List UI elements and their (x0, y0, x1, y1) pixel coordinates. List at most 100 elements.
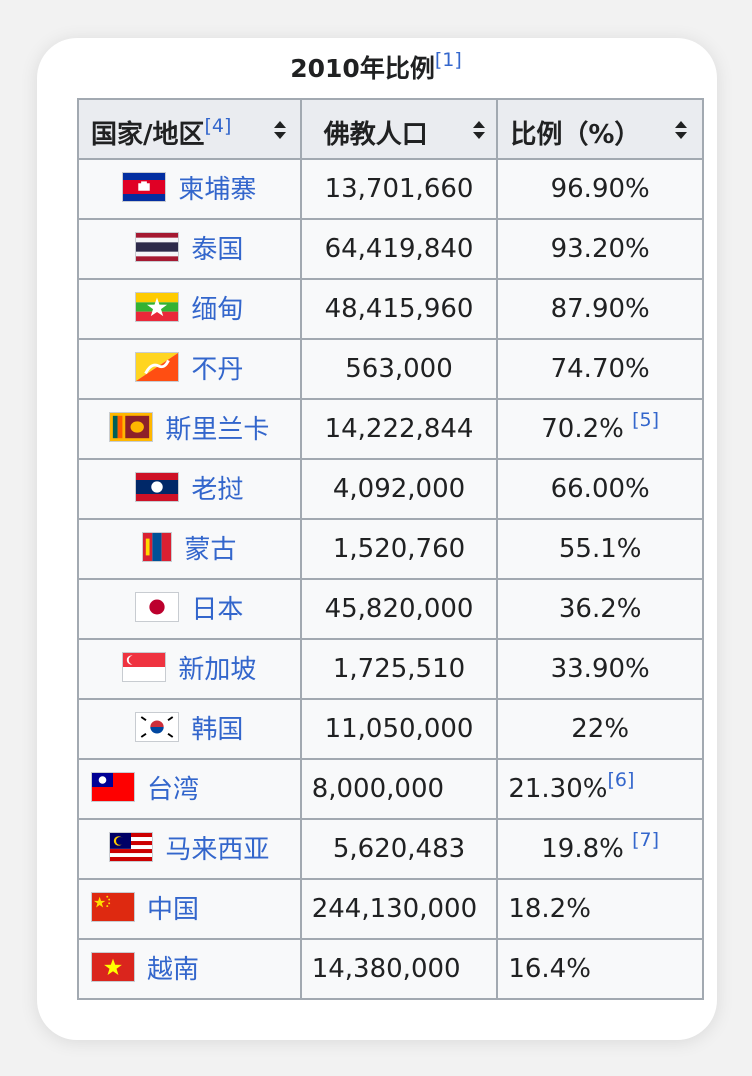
country-link[interactable]: 越南 (147, 954, 200, 985)
percent-cell: 87.90% (496, 278, 704, 340)
percent-value: 36.2% (558, 594, 642, 624)
country-cell: 日本 (77, 578, 302, 640)
country-cell: 台湾 (77, 758, 302, 820)
header-country-ref-link[interactable]: [4] (204, 115, 232, 137)
table-row: 越南 14,380,000 16.4% (77, 938, 704, 1000)
country-cell: 马来西亚 (77, 818, 302, 880)
country-cell: 蒙古 (77, 518, 302, 580)
country-cell: 韩国 (77, 698, 302, 760)
population-cell: 244,130,000 (299, 878, 499, 940)
sort-icon[interactable] (472, 120, 486, 140)
percent-value: 33.90% (550, 654, 650, 684)
country-cell: 中国 (77, 878, 302, 940)
table-row: 中国 244,130,000 18.2% (77, 878, 704, 940)
country-link[interactable]: 韩国 (191, 714, 244, 745)
table-row: 新加坡 1,725,510 33.90% (77, 638, 704, 700)
country-link[interactable]: 老挝 (191, 474, 244, 505)
percent-value: 96.90% (550, 174, 650, 204)
population-cell: 4,092,000 (299, 458, 499, 520)
percent-cell: 36.2% (496, 578, 704, 640)
population-cell: 563,000 (299, 338, 499, 400)
percent-cell: 22% (496, 698, 704, 760)
population-cell: 5,620,483 (299, 818, 499, 880)
population-cell: 13,701,660 (299, 158, 499, 220)
percent-cell: 19.8% [7] (496, 818, 704, 880)
header-percent[interactable]: 比例（%） (496, 98, 704, 160)
table-row: 老挝 4,092,000 66.00% (77, 458, 704, 520)
country-link[interactable]: 蒙古 (184, 534, 237, 565)
percent-ref-link[interactable]: [6] (607, 769, 635, 791)
table-row: 韩国 11,050,000 22% (77, 698, 704, 760)
percent-cell: 55.1% (496, 518, 704, 580)
singapore-flag-icon (122, 652, 167, 683)
cambodia-flag-icon (122, 172, 167, 203)
country-link[interactable]: 马来西亚 (165, 834, 270, 865)
population-cell: 14,222,844 (299, 398, 499, 460)
percent-cell: 18.2% (496, 878, 704, 940)
sri-lanka-flag-icon (109, 412, 154, 443)
country-link[interactable]: 日本 (191, 594, 244, 625)
caption-title: 2010年比例 (290, 54, 435, 83)
country-link[interactable]: 泰国 (191, 234, 244, 265)
table-row: 缅甸 48,415,960 87.90% (77, 278, 704, 340)
country-link[interactable]: 斯里兰卡 (165, 414, 270, 445)
country-cell: 不丹 (77, 338, 302, 400)
percent-value: 21.30% (508, 774, 608, 804)
table-row: 台湾 8,000,000 21.30%[6] (77, 758, 704, 820)
percent-value: 74.70% (550, 354, 650, 384)
malaysia-flag-icon (109, 832, 154, 863)
country-link[interactable]: 新加坡 (178, 654, 257, 685)
header-country-label: 国家/地区 (91, 120, 205, 150)
population-cell: 64,419,840 (299, 218, 499, 280)
population-cell: 1,725,510 (299, 638, 499, 700)
vietnam-flag-icon (91, 952, 135, 983)
country-link[interactable]: 中国 (147, 894, 200, 925)
population-cell: 45,820,000 (299, 578, 499, 640)
percent-ref-link[interactable]: [7] (632, 829, 660, 851)
header-population[interactable]: 佛教人口 (299, 98, 499, 160)
buddhism-population-table: 国家/地区[4] 佛教人口 比例（%） 柬埔寨 13,701,660 96.90… (77, 98, 704, 1000)
country-link[interactable]: 柬埔寨 (178, 174, 257, 205)
table-row: 斯里兰卡 14,222,844 70.2% [5] (77, 398, 704, 460)
table-row: 不丹 563,000 74.70% (77, 338, 704, 400)
country-cell: 缅甸 (77, 278, 302, 340)
table-caption: 2010年比例[1] (0, 51, 752, 84)
country-link[interactable]: 台湾 (147, 774, 200, 805)
percent-value: 93.20% (550, 234, 650, 264)
table-row: 柬埔寨 13,701,660 96.90% (77, 158, 704, 220)
header-country[interactable]: 国家/地区[4] (77, 98, 302, 160)
table-row: 泰国 64,419,840 93.20% (77, 218, 704, 280)
country-link[interactable]: 不丹 (191, 354, 244, 385)
country-cell: 斯里兰卡 (77, 398, 302, 460)
country-cell: 柬埔寨 (77, 158, 302, 220)
header-row: 国家/地区[4] 佛教人口 比例（%） (77, 98, 704, 160)
percent-cell: 66.00% (496, 458, 704, 520)
population-cell: 8,000,000 (299, 758, 499, 820)
china-flag-icon (91, 892, 135, 923)
country-cell: 越南 (77, 938, 302, 1000)
percent-value: 16.4% (508, 954, 591, 984)
sort-icon[interactable] (273, 120, 287, 140)
percent-ref-link[interactable]: [5] (632, 409, 660, 431)
percent-cell: 16.4% (496, 938, 704, 1000)
percent-value: 18.2% (508, 894, 591, 924)
table-row: 日本 45,820,000 36.2% (77, 578, 704, 640)
bhutan-flag-icon (135, 352, 180, 383)
country-cell: 老挝 (77, 458, 302, 520)
percent-cell: 70.2% [5] (496, 398, 704, 460)
sort-icon[interactable] (674, 120, 688, 140)
percent-cell: 33.90% (496, 638, 704, 700)
percent-value: 66.00% (550, 474, 650, 504)
table-row: 蒙古 1,520,760 55.1% (77, 518, 704, 580)
header-percent-label: 比例（%） (510, 120, 641, 150)
header-population-label: 佛教人口 (323, 120, 428, 150)
country-link[interactable]: 缅甸 (191, 294, 244, 325)
myanmar-flag-icon (135, 292, 180, 323)
thailand-flag-icon (135, 232, 180, 263)
korea-flag-icon (135, 712, 180, 743)
caption-ref-link[interactable]: [1] (434, 49, 462, 71)
population-cell: 1,520,760 (299, 518, 499, 580)
percent-cell: 21.30%[6] (496, 758, 704, 820)
percent-value: 22% (571, 714, 630, 744)
country-cell: 泰国 (77, 218, 302, 280)
